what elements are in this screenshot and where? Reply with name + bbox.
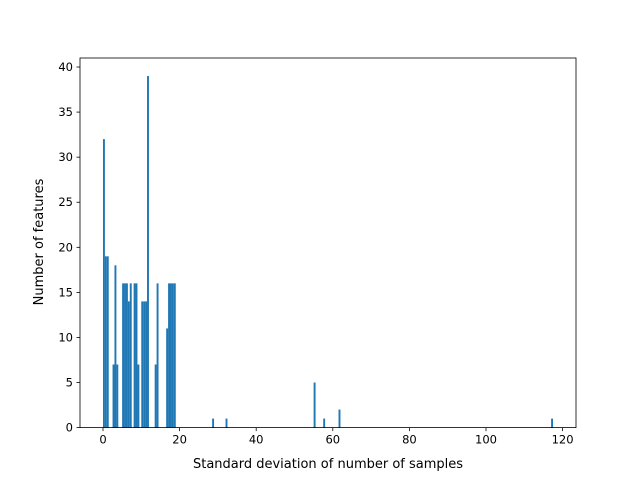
bar-19 [156, 283, 159, 428]
x-tick-label: 120 [552, 433, 574, 447]
bar-13 [137, 364, 140, 428]
bar-18 [154, 364, 157, 428]
x-tick-label: 20 [172, 433, 187, 447]
y-axis-label: Number of features [32, 178, 47, 305]
bar-3 [112, 364, 115, 428]
bar-21 [168, 283, 171, 428]
bar-1 [104, 256, 107, 428]
bars-group [102, 76, 554, 428]
x-axis-label: Standard deviation of number of samples [193, 457, 463, 472]
y-tick-label: 0 [66, 421, 73, 435]
bar-16 [145, 301, 148, 428]
y-tick-label: 20 [58, 240, 73, 254]
x-tick-label: 40 [249, 433, 264, 447]
bar-10 [129, 283, 132, 428]
y-tick-label: 25 [58, 195, 73, 209]
y-tick-label: 5 [66, 376, 73, 390]
bar-12 [135, 283, 138, 428]
y-tick-label: 10 [58, 330, 73, 344]
bar-26 [225, 418, 228, 428]
bar-7 [124, 283, 126, 428]
bar-14 [141, 301, 144, 428]
bar-23 [171, 283, 174, 428]
bar-25 [212, 418, 215, 428]
bar-0 [102, 139, 105, 428]
bar-8 [125, 283, 128, 428]
x-tick-label: 80 [402, 433, 417, 447]
plot-frame [79, 57, 577, 429]
y-tick-label: 30 [58, 150, 73, 164]
bar-9 [127, 301, 130, 428]
bar-24 [173, 283, 176, 428]
x-tick-label: 0 [99, 433, 106, 447]
bar-30 [551, 418, 554, 428]
bar-29 [338, 409, 341, 428]
bar-4 [114, 265, 117, 428]
bar-15 [143, 301, 146, 428]
x-axis-ticks: 0 20 40 60 80 100 120 [99, 427, 574, 447]
y-tick-label: 15 [58, 285, 73, 299]
bar-2 [106, 256, 109, 428]
x-tick-label: 100 [475, 433, 497, 447]
y-tick-label: 35 [58, 105, 73, 119]
bar-20 [166, 328, 169, 428]
y-axis-ticks: 0 5 10 15 20 25 30 35 40 [58, 60, 80, 435]
bar-22 [170, 283, 172, 428]
bar-6 [122, 283, 125, 428]
bar-17 [147, 76, 149, 428]
bar-11 [133, 283, 136, 428]
bar-27 [313, 382, 316, 428]
bar-5 [116, 364, 119, 428]
y-tick-label: 40 [58, 60, 73, 74]
x-tick-label: 60 [325, 433, 340, 447]
bar-28 [323, 418, 326, 428]
